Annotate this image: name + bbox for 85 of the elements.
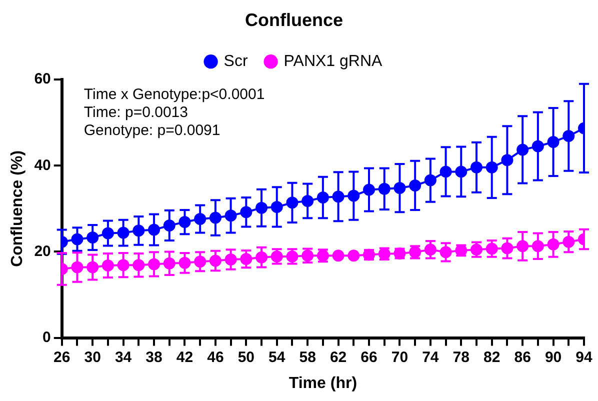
point <box>501 154 514 166</box>
point <box>394 182 406 194</box>
point <box>440 246 452 258</box>
point <box>102 227 114 240</box>
point <box>71 233 84 246</box>
point <box>516 240 529 252</box>
x-tick-label: 86 <box>514 348 531 366</box>
legend-label: PANX1 gRNA <box>284 53 383 70</box>
x-tick-label: 30 <box>84 348 101 366</box>
point <box>302 194 314 207</box>
x-tick-label: 90 <box>544 348 562 366</box>
point <box>486 161 498 174</box>
x-tick-label: 38 <box>146 348 162 366</box>
point <box>240 206 252 218</box>
chart-title: Confluence <box>244 10 344 30</box>
annotation: Time: p=0.0013 <box>84 104 188 122</box>
annotation: Genotype: p=0.0091 <box>84 122 220 140</box>
x-tick-label: 82 <box>484 348 500 366</box>
x-tick-label: 58 <box>299 348 316 366</box>
point <box>286 196 298 209</box>
legend-label: Scr <box>224 53 248 70</box>
y-tick-label: 20 <box>34 242 51 260</box>
point <box>270 200 283 213</box>
point <box>424 174 436 186</box>
point <box>194 213 206 226</box>
point <box>363 184 376 196</box>
point <box>256 202 268 214</box>
point <box>316 192 329 204</box>
point <box>132 259 145 272</box>
x-tick-label: 78 <box>452 348 470 366</box>
x-axis-title: Time (hr) <box>288 374 358 392</box>
point <box>224 253 237 266</box>
y-tick-label: 0 <box>42 328 51 346</box>
x-tick-label: 62 <box>330 348 347 366</box>
point <box>86 232 99 244</box>
point <box>224 210 237 222</box>
x-tick-label: 94 <box>576 348 593 366</box>
point <box>378 182 390 195</box>
point <box>209 212 222 224</box>
point <box>163 257 176 270</box>
point <box>348 190 360 202</box>
point <box>148 224 160 236</box>
point <box>256 251 268 264</box>
y-tick-label: 60 <box>34 70 51 88</box>
y-axis-title: Confluence (%) <box>9 150 26 267</box>
y-tick-label: 40 <box>34 156 51 174</box>
point <box>332 190 344 203</box>
point <box>562 130 575 142</box>
point <box>163 219 176 232</box>
point <box>532 140 544 152</box>
point <box>148 258 160 270</box>
point <box>332 250 344 262</box>
point <box>71 261 84 274</box>
point <box>470 161 483 174</box>
x-tick-label: 46 <box>207 348 224 366</box>
point <box>562 236 575 248</box>
x-tick-label: 66 <box>360 348 378 366</box>
point <box>348 250 360 262</box>
x-tick-label: 42 <box>176 348 194 366</box>
x-tick-label: 50 <box>238 348 255 366</box>
point <box>547 238 560 250</box>
point <box>424 244 436 256</box>
x-tick-label: 70 <box>391 348 408 366</box>
point <box>455 166 468 178</box>
x-tick-label: 74 <box>422 348 440 366</box>
point <box>86 261 99 274</box>
point <box>240 253 252 266</box>
point <box>178 256 191 269</box>
point <box>409 179 422 192</box>
point <box>501 242 514 254</box>
x-tick-label: 54 <box>268 348 286 366</box>
x-tick-label: 34 <box>114 348 132 366</box>
point <box>194 256 206 268</box>
point <box>209 254 222 267</box>
point <box>117 259 130 272</box>
point <box>117 226 130 239</box>
point <box>547 136 560 148</box>
point <box>440 166 452 178</box>
annotation: Time x Genotype:p<0.0001 <box>84 86 265 104</box>
x-tick-label: 26 <box>54 348 70 366</box>
point <box>516 144 529 156</box>
point <box>532 240 544 252</box>
point <box>178 216 191 228</box>
point <box>102 260 114 272</box>
point <box>132 224 145 237</box>
